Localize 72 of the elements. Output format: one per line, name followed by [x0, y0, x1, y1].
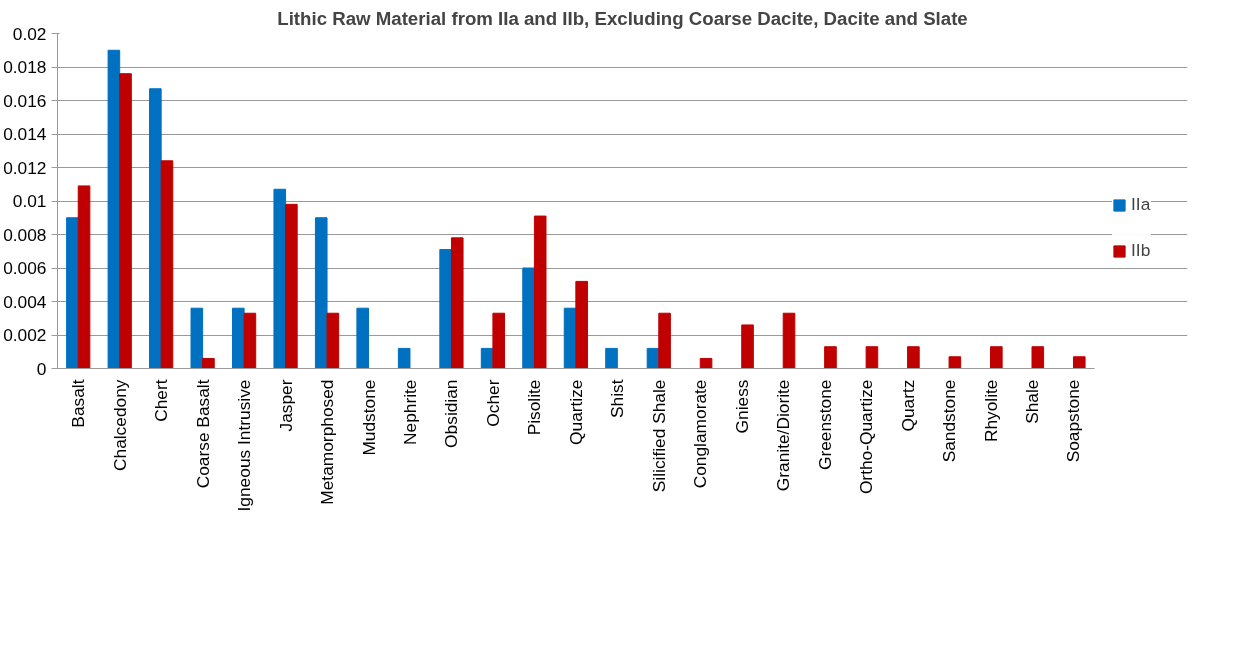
y-tick-label: 0.002 — [3, 325, 47, 345]
bar — [439, 249, 452, 369]
x-tick-label: Quartz — [897, 379, 918, 432]
bar — [66, 217, 79, 369]
x-tick-label: Ocher — [482, 379, 503, 427]
bar — [865, 346, 879, 369]
x-tick-label: Rhyolite — [980, 379, 1001, 443]
y-tick-label: 0.016 — [3, 90, 47, 111]
x-tick-label: Conglamorate — [690, 379, 711, 489]
bar — [492, 312, 506, 369]
bar — [285, 203, 298, 369]
y-tick-label: 0.008 — [3, 224, 47, 245]
y-tick-label: 0.012 — [3, 157, 47, 178]
bar — [107, 49, 121, 369]
bar — [907, 346, 920, 369]
bar — [699, 357, 713, 369]
x-tick-label: Pisolite — [524, 379, 545, 436]
chart-title: Lithic Raw Material from IIa and IIb, Excluding Coarse Dacite, Dacite and Slate — [277, 7, 968, 29]
bar — [1031, 346, 1045, 369]
bar — [160, 160, 174, 369]
bar — [273, 188, 287, 369]
y-tick-label: 0.004 — [3, 291, 47, 312]
bar — [948, 356, 962, 369]
x-tick-label: Obsidian — [441, 379, 462, 448]
x-tick-label: Silicified Shale — [648, 379, 669, 493]
bar — [77, 185, 91, 369]
x-tick-label: Quartize — [565, 379, 586, 445]
bar — [741, 324, 754, 369]
x-tick-label: Ortho-Quartize — [856, 379, 877, 495]
x-tick-label: Metamorphosed — [317, 379, 338, 505]
y-tick-label: 0 — [36, 358, 47, 379]
x-tick-label: Chalcedony — [109, 379, 130, 472]
bar — [1072, 356, 1086, 369]
legend-label: IIb — [1131, 240, 1151, 261]
bar — [202, 357, 215, 369]
y-tick-label: 0.01 — [12, 191, 47, 211]
y-tick-label: 0.014 — [3, 124, 47, 144]
x-tick-label: Mudstone — [358, 379, 379, 456]
x-tick-label: Basalt — [68, 379, 89, 428]
x-tick-label: Granite/Diorite — [773, 379, 794, 492]
x-tick-label: Igneous Intrusive — [234, 379, 255, 512]
bar — [782, 312, 796, 369]
x-tick-label: Greenstone — [814, 379, 835, 471]
bar — [533, 215, 547, 369]
bar — [824, 346, 837, 369]
bar — [575, 280, 588, 369]
x-tick-label: Chert — [151, 379, 172, 422]
x-tick-label: Jasper — [275, 379, 296, 432]
bar — [326, 312, 340, 369]
bar — [190, 307, 204, 369]
bar — [119, 73, 132, 369]
x-tick-label: Coarse Basalt — [192, 379, 213, 489]
bar — [314, 217, 328, 369]
y-tick-label: 0.018 — [3, 57, 47, 77]
bar — [243, 312, 257, 369]
x-tick-label: Shist — [607, 379, 628, 419]
bar — [397, 347, 411, 369]
bar — [450, 237, 464, 369]
x-tick-label: Gniess — [731, 379, 752, 434]
y-tick-label: 0.02 — [12, 23, 47, 44]
x-tick-label: Shale — [1022, 379, 1042, 424]
legend-label: IIa — [1131, 194, 1151, 215]
bar — [149, 88, 162, 369]
x-tick-label: Nephrite — [399, 379, 420, 445]
bar — [658, 312, 671, 369]
y-tick-label: 0.006 — [3, 258, 47, 278]
bar — [522, 267, 535, 369]
bar — [990, 346, 1003, 369]
x-tick-label: Sandstone — [939, 379, 960, 463]
x-tick-label: Soapstone — [1063, 379, 1084, 463]
bar — [605, 347, 618, 369]
bar — [356, 307, 370, 369]
